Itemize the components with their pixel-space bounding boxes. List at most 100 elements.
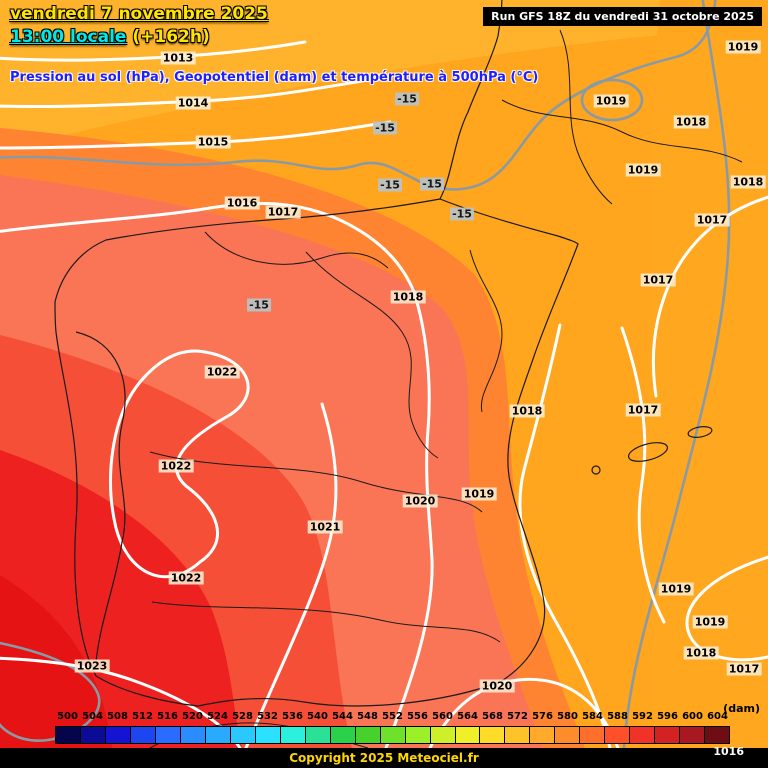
colorbar-cell bbox=[355, 727, 381, 743]
colorbar-cell bbox=[130, 727, 156, 743]
colorbar-cell bbox=[455, 727, 481, 743]
pressure-label: 1017 bbox=[625, 403, 661, 417]
pressure-label: 1019 bbox=[725, 40, 761, 54]
map-canvas bbox=[0, 0, 768, 748]
bottom-bar: Copyright 2025 Meteociel.fr 1016 bbox=[0, 745, 768, 768]
colorbar-tick: 504 bbox=[82, 711, 103, 722]
pressure-label: 1019 bbox=[625, 163, 661, 177]
pressure-label: 1018 bbox=[509, 404, 545, 418]
colorbar-cell bbox=[80, 727, 106, 743]
colorbar-cell bbox=[505, 727, 531, 743]
corner-pressure-label: 1016 bbox=[713, 745, 744, 758]
pressure-label: 1023 bbox=[74, 659, 110, 673]
pressure-label: 1017 bbox=[694, 213, 730, 227]
colorbar-cell bbox=[280, 727, 306, 743]
pressure-label: 1018 bbox=[390, 290, 426, 304]
pressure-label: 1020 bbox=[402, 494, 438, 508]
colorbar-tick: 552 bbox=[382, 711, 403, 722]
colorbar-tick: 604 bbox=[707, 711, 728, 722]
pressure-label: 1019 bbox=[461, 487, 497, 501]
colorbar-tick: 568 bbox=[482, 711, 503, 722]
colorbar-cell bbox=[180, 727, 206, 743]
colorbar-cell bbox=[405, 727, 431, 743]
colorbar-tick: 512 bbox=[132, 711, 153, 722]
temperature-label: -15 bbox=[395, 92, 419, 106]
colorbar-cell bbox=[480, 727, 506, 743]
pressure-label: 1022 bbox=[158, 459, 194, 473]
pressure-label: 1018 bbox=[683, 646, 719, 660]
field-band-light-top bbox=[0, 0, 768, 150]
colorbar-cell bbox=[655, 727, 681, 743]
colorbar-tick: 532 bbox=[257, 711, 278, 722]
forecast-offset-label: (+162h) bbox=[132, 27, 210, 47]
colorbar-unit: (dam) bbox=[723, 702, 760, 715]
pressure-label: 1013 bbox=[160, 51, 196, 65]
map-title: Pression au sol (hPa), Geopotentiel (dam… bbox=[10, 70, 539, 85]
pressure-label: 1020 bbox=[479, 679, 515, 693]
header: vendredi 7 novembre 2025 13:00 locale (+… bbox=[10, 4, 268, 47]
pressure-label: 1021 bbox=[307, 520, 343, 534]
colorbar-cell bbox=[580, 727, 606, 743]
colorbar-tick: 520 bbox=[182, 711, 203, 722]
temperature-label: -15 bbox=[420, 177, 444, 191]
map-area: 1013 1014 1015 1016 1017 -15 -15 -15 -15 -15 -15 10… bbox=[0, 0, 768, 748]
colorbar-tick: 580 bbox=[557, 711, 578, 722]
colorbar-ticks: 500 504 508 512 516 520 524 528 532 536 540 544 548 5… bbox=[55, 711, 730, 725]
pressure-label: 1022 bbox=[168, 571, 204, 585]
colorbar-tick: 536 bbox=[282, 711, 303, 722]
colorbar-cell bbox=[155, 727, 181, 743]
colorbar-tick: 500 bbox=[57, 711, 78, 722]
colorbar-tick: 576 bbox=[532, 711, 553, 722]
field-band-right bbox=[643, 0, 768, 748]
colorbar-cell bbox=[56, 727, 81, 743]
colorbar-cell bbox=[205, 727, 231, 743]
temperature-label: -15 bbox=[373, 121, 397, 135]
pressure-label: 1017 bbox=[640, 273, 676, 287]
colorbar-tick: 524 bbox=[207, 711, 228, 722]
colorbar: 500 504 508 512 516 520 524 528 532 536 540 544 548 5… bbox=[55, 711, 730, 744]
colorbar-cell bbox=[380, 727, 406, 743]
colorbar-tick: 596 bbox=[657, 711, 678, 722]
copyright-label: Copyright 2025 Meteociel.fr bbox=[289, 751, 479, 765]
pressure-label: 1022 bbox=[204, 365, 240, 379]
date-label: vendredi 7 novembre 2025 bbox=[10, 4, 268, 24]
colorbar-tick: 588 bbox=[607, 711, 628, 722]
colorbar-cell bbox=[330, 727, 356, 743]
colorbar-cell bbox=[230, 727, 256, 743]
pressure-label: 1019 bbox=[658, 582, 694, 596]
time-label: 13:00 locale bbox=[10, 27, 127, 47]
colorbar-cell bbox=[630, 727, 656, 743]
coastline-borders bbox=[54, 0, 743, 748]
colorbar-cell bbox=[430, 727, 456, 743]
pressure-label: 1017 bbox=[726, 662, 762, 676]
colorbar-cell bbox=[530, 727, 556, 743]
colorbar-tick: 572 bbox=[507, 711, 528, 722]
colorbar-cell bbox=[105, 727, 131, 743]
pressure-label: 1019 bbox=[692, 615, 728, 629]
pressure-label: 1019 bbox=[593, 94, 629, 108]
run-info-label: Run GFS 18Z du vendredi 31 octobre 2025 bbox=[483, 7, 762, 26]
colorbar-tick: 508 bbox=[107, 711, 128, 722]
pressure-label: 1018 bbox=[730, 175, 766, 189]
temperature-label: -15 bbox=[378, 178, 402, 192]
colorbar-tick: 584 bbox=[582, 711, 603, 722]
colorbar-cell bbox=[255, 727, 281, 743]
colorbar-tick: 548 bbox=[357, 711, 378, 722]
temperature-label: -15 bbox=[247, 298, 271, 312]
colorbar-cell bbox=[680, 727, 706, 743]
pressure-label: 1015 bbox=[195, 135, 231, 149]
temperature-label: -15 bbox=[450, 207, 474, 221]
colorbar-tick: 544 bbox=[332, 711, 353, 722]
colorbar-tick: 528 bbox=[232, 711, 253, 722]
colorbar-cell bbox=[605, 727, 631, 743]
colorbar-tick: 564 bbox=[457, 711, 478, 722]
colorbar-tick: 560 bbox=[432, 711, 453, 722]
colorbar-tick: 592 bbox=[632, 711, 653, 722]
colorbar-tick: 516 bbox=[157, 711, 178, 722]
pressure-label: 1016 bbox=[224, 196, 260, 210]
colorbar-tick: 540 bbox=[307, 711, 328, 722]
time-line: 13:00 locale (+162h) bbox=[10, 27, 268, 47]
colorbar-cell bbox=[555, 727, 581, 743]
colorbar-cells bbox=[55, 726, 730, 744]
